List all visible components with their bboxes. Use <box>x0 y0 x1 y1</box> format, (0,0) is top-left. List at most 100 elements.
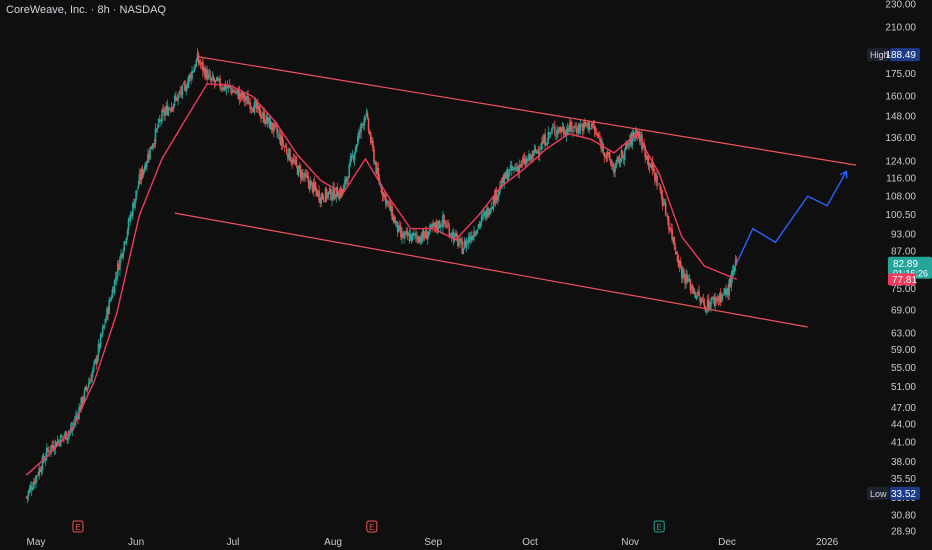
candle-body <box>557 129 559 134</box>
candle-body <box>498 191 500 197</box>
candle-body <box>41 456 44 472</box>
candle-body <box>425 231 428 240</box>
candle-body <box>305 173 307 176</box>
candle-body <box>235 91 237 92</box>
candle-body <box>569 122 571 132</box>
candle-body <box>578 124 581 131</box>
candle-body <box>475 234 478 235</box>
candle-body <box>480 216 483 223</box>
candle-body <box>125 237 128 244</box>
candle-body <box>683 270 685 277</box>
y-tick-label: 41.00 <box>891 438 916 449</box>
candle-body <box>354 147 357 153</box>
candle-body <box>357 136 359 145</box>
candle-body <box>490 207 493 209</box>
y-tick-label: 100.50 <box>885 210 916 221</box>
candle-body <box>701 299 704 300</box>
candle-body <box>26 495 29 498</box>
candle-body <box>94 359 96 363</box>
candle-body <box>643 143 645 148</box>
candle-body <box>523 158 526 165</box>
ma-price-label: 77.81 <box>892 275 917 286</box>
candle-body <box>341 189 344 192</box>
candle-body <box>109 299 112 302</box>
candle-body <box>519 164 522 167</box>
y-tick-label: 35.50 <box>891 474 916 485</box>
candle-body <box>461 241 464 255</box>
candle-body <box>607 152 610 154</box>
candle-body <box>174 95 176 103</box>
candle-body <box>501 177 503 188</box>
candle-body <box>79 407 81 411</box>
candle-body <box>687 280 690 282</box>
y-tick-label: 63.00 <box>891 329 916 340</box>
last-price-bg <box>888 256 932 279</box>
candle-body <box>495 190 498 200</box>
candle-body <box>718 294 721 301</box>
candle-body <box>593 126 596 131</box>
candle-body <box>571 125 573 132</box>
projection-path <box>736 171 848 264</box>
candle-body <box>29 485 32 490</box>
candle-body <box>363 118 366 126</box>
candle-body <box>348 164 351 178</box>
candle-body <box>622 157 625 159</box>
candle-body <box>535 150 538 153</box>
candle-body <box>448 227 451 237</box>
candle-body <box>321 193 324 198</box>
candle-body <box>315 186 317 191</box>
candle-body <box>278 134 281 136</box>
candle-body <box>142 169 145 175</box>
candle-body <box>95 358 98 364</box>
y-tick-label: 38.00 <box>891 457 916 468</box>
candle-body <box>537 151 540 154</box>
candle-body <box>689 279 692 291</box>
candle-body <box>672 237 674 240</box>
candle-body <box>101 327 104 335</box>
candle-body <box>712 297 714 299</box>
candle-body <box>107 308 109 315</box>
candle-body <box>389 202 391 211</box>
candle-body <box>219 78 221 88</box>
candle-body <box>572 130 574 132</box>
candle-body <box>358 131 360 138</box>
candle-body <box>681 267 683 279</box>
candle-body <box>122 251 124 258</box>
candle-body <box>434 222 437 228</box>
candle-body <box>694 292 697 299</box>
candle-body <box>168 108 171 110</box>
candle-body <box>57 440 60 443</box>
candle-body <box>421 231 424 243</box>
candle-body <box>468 236 471 240</box>
candle-body <box>59 435 62 447</box>
candle-body <box>225 87 228 89</box>
candle-body <box>291 160 293 164</box>
candle-body <box>549 132 552 135</box>
candle-body <box>538 150 541 156</box>
candle-body <box>246 96 248 99</box>
candle-body <box>547 131 550 141</box>
low-price-label-bg <box>890 486 920 500</box>
candle-body <box>367 118 370 131</box>
candle-body <box>563 131 566 135</box>
time-axis[interactable]: May Jun Jul Aug Sep Oct Nov Dec 2026 E E E <box>27 520 839 548</box>
candle-body <box>579 125 582 131</box>
candle-body <box>422 230 425 238</box>
candle-body <box>155 128 158 131</box>
candle-body <box>410 233 413 241</box>
candle-body <box>350 155 353 161</box>
candle-body <box>407 233 410 236</box>
candle-body <box>197 54 200 63</box>
candle-body <box>496 195 499 200</box>
candle-body <box>280 136 283 146</box>
candle-body <box>555 133 557 135</box>
candle-body <box>679 261 682 268</box>
candle-body <box>25 497 28 498</box>
candle-body <box>653 168 655 172</box>
candle-body <box>381 191 384 196</box>
candle-body <box>210 78 213 80</box>
candle-body <box>651 161 654 171</box>
candle-body <box>293 160 296 162</box>
candle-body <box>382 193 385 198</box>
